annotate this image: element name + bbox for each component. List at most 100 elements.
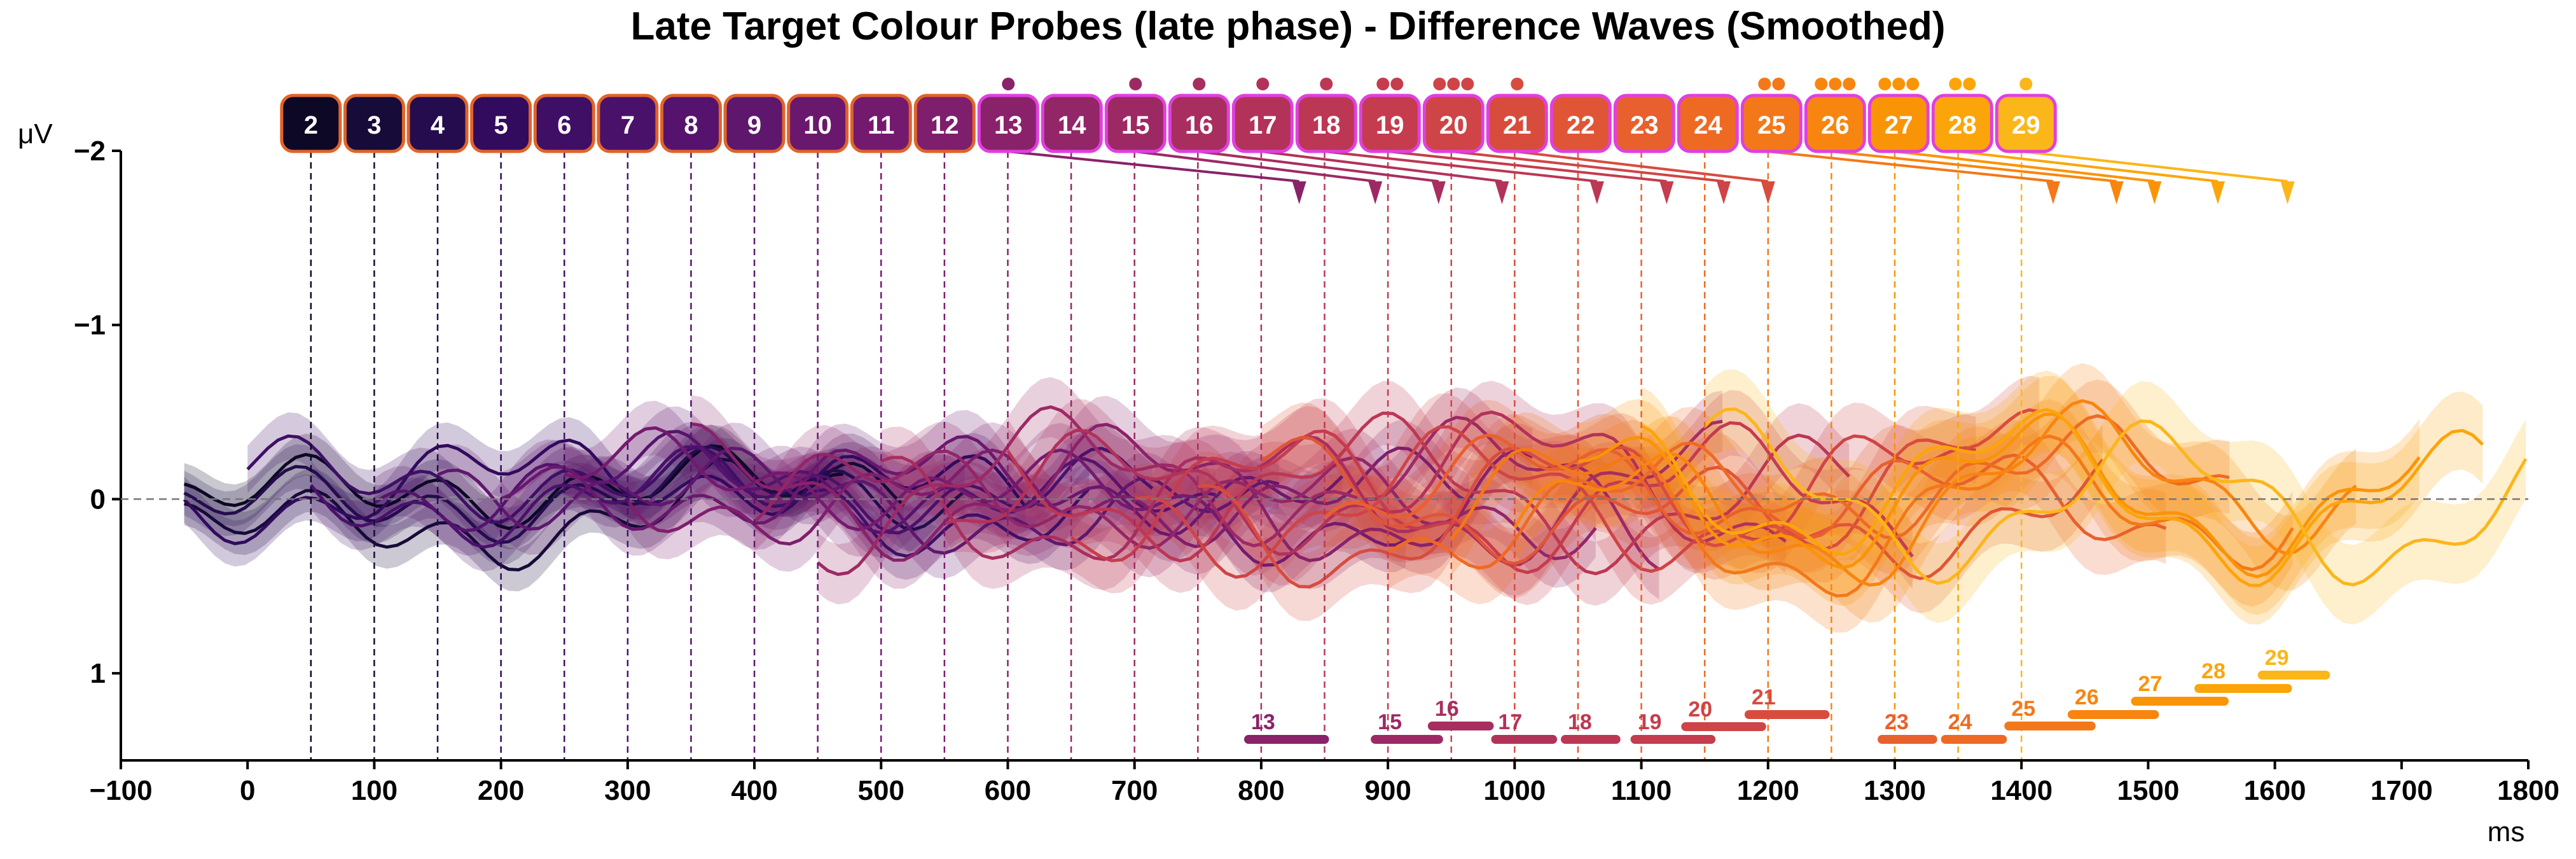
probe-label-text: 5 [494, 111, 508, 139]
probe-label-box [597, 94, 659, 153]
probe-label-box [1549, 94, 1612, 153]
significance-bar-label: 29 [2265, 646, 2289, 670]
latency-arrow-line [1768, 150, 2054, 183]
significance-bar-label: 16 [1435, 697, 1459, 721]
wave-error-band [1514, 363, 2357, 623]
probe-label-text: 29 [2012, 111, 2040, 139]
probe-label-text: 8 [684, 111, 698, 139]
probe-label-text: 28 [1948, 111, 1977, 139]
latency-arrow-line [1451, 150, 1724, 183]
latency-arrow-head [2210, 181, 2225, 204]
latency-arrow-line [1008, 150, 1299, 183]
x-tick-label: 100 [351, 775, 398, 806]
latency-arrow-line [1324, 150, 1598, 183]
probe-label-text: 9 [747, 111, 761, 139]
probe-label-text: 11 [868, 111, 894, 139]
significance-bars: 13 15 16 17 18 19 20 21 23 24 25 26 27 28 29 [1243, 646, 2330, 744]
significance-dot [1376, 78, 1390, 90]
latency-arrow-line [1261, 150, 1502, 183]
wave-line [1198, 408, 2040, 589]
latency-arrow-head [2046, 181, 2060, 204]
probe-label-box [343, 94, 405, 153]
wave-error-band [564, 400, 1406, 592]
x-tick-label: 300 [604, 775, 651, 806]
latency-arrow-line [1894, 150, 2155, 183]
x-tick-label: 1500 [2117, 775, 2179, 806]
wave-error-band [438, 422, 1279, 579]
significance-bar-label: 13 [1251, 710, 1275, 734]
significance-dot [1002, 78, 1015, 90]
probe-label-text: 17 [1249, 111, 1277, 139]
significance-dot [1256, 78, 1270, 90]
wave-error-band [1577, 375, 2420, 615]
wave-line [817, 405, 1660, 576]
probe-label-text: 14 [1058, 111, 1086, 139]
probe-label-box [1867, 94, 1930, 153]
probe-label-box [1613, 94, 1675, 153]
probe-label-text: 22 [1567, 111, 1595, 139]
probe-label-box [1995, 94, 2057, 153]
axes: −100 0 100 200 300 400 500 600 700 800 900 1000 1100… [74, 136, 2559, 806]
wave-error-band [627, 420, 1469, 575]
y-tick-label: 0 [90, 484, 106, 515]
x-tick-label: 1400 [1990, 775, 2053, 806]
latency-arrow-head [2280, 181, 2295, 204]
probe-label-text: 10 [803, 111, 832, 139]
probe-label-text: 27 [1885, 111, 1913, 139]
probe-label-box [1104, 94, 1167, 153]
y-tick-label: −1 [74, 310, 106, 341]
x-tick-label: 800 [1238, 775, 1284, 806]
significance-bar-label: 23 [1885, 710, 1909, 734]
probe-label-box [1422, 94, 1485, 153]
significance-dot [1390, 78, 1404, 90]
wave-line [437, 446, 1280, 555]
probe-label-text: 3 [367, 111, 381, 139]
significance-dot [1461, 78, 1474, 90]
significance-bar-label: 27 [2138, 672, 2162, 696]
significance-dot [1906, 78, 1920, 90]
significance-dot [1963, 78, 1976, 90]
significance-bar-label: 20 [1688, 697, 1712, 722]
significance-dot [1193, 78, 1206, 90]
probe-label-text: 7 [621, 111, 635, 139]
wave-error-band [184, 417, 1026, 567]
y-tick-label: −2 [74, 136, 106, 167]
latency-arrow-head [1368, 181, 1383, 204]
x-tick-label: 600 [985, 775, 1031, 806]
significance-dot [1892, 78, 1906, 90]
probe-label-box [787, 94, 849, 153]
significance-dot [1829, 78, 1842, 90]
probe-label-text: 2 [304, 111, 318, 139]
wave-line [1640, 408, 2484, 587]
latency-arrow-head [1431, 181, 1446, 204]
probe-labels: 2 3 4 5 6 7 8 9 10 11 12 13 14 15 16 17 18 19 20 21 22 23 24 25… [280, 94, 2057, 153]
significance-bar-label: 24 [1948, 710, 1972, 734]
latency-arrow-head [1717, 181, 1731, 204]
latency-arrow-line [1387, 150, 1667, 183]
wave-line [691, 422, 1534, 562]
x-tick-label: 500 [858, 775, 904, 806]
wave-line [626, 446, 1470, 548]
wave-line [1134, 425, 1977, 579]
significance-bar-label: 25 [2011, 697, 2035, 721]
wave-error-band [184, 437, 904, 592]
probe-label-box [1041, 94, 1103, 153]
significance-dot [1772, 78, 1785, 90]
wave-error-band [944, 381, 1786, 586]
significance-dot [1815, 78, 1828, 90]
probe-label-text: 12 [931, 111, 959, 139]
probe-label-text: 21 [1503, 111, 1532, 139]
probe-label-box [1486, 94, 1548, 153]
x-tick-label: 1300 [1864, 775, 1926, 806]
wave-error-band [691, 395, 1533, 589]
probe-label-box [850, 94, 912, 153]
probe-label-text: 18 [1312, 111, 1341, 139]
x-tick-label: 1700 [2371, 775, 2433, 806]
wave-line [1513, 399, 2357, 587]
probe-label-text: 4 [431, 111, 445, 139]
probe-label-text: 25 [1757, 111, 1786, 139]
probe-label-box [1168, 94, 1230, 153]
x-tick-label: 700 [1111, 775, 1158, 806]
latency-arrows [1008, 150, 2295, 204]
